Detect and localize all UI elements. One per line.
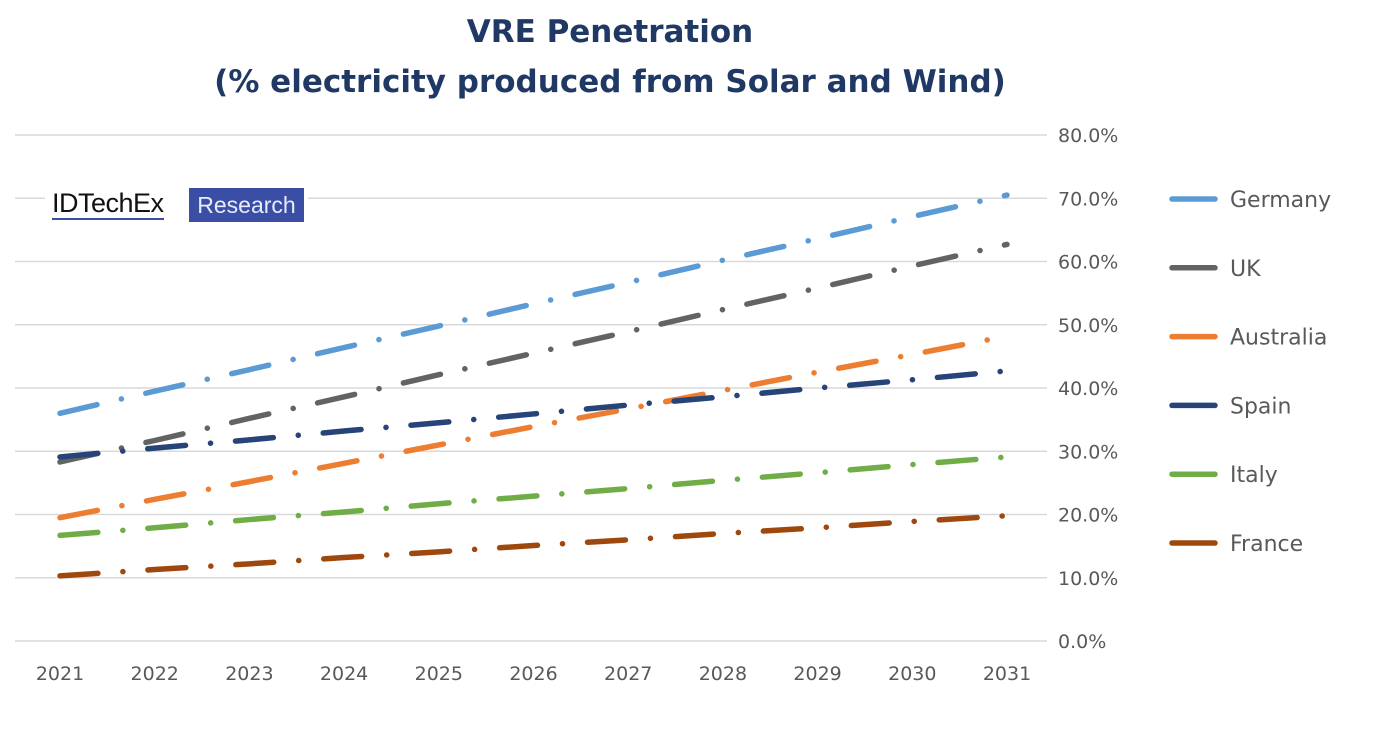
idtechex-logo: IDTechEx Research (45, 184, 308, 228)
legend-label: Spain (1230, 394, 1291, 419)
y-tick-label: 20.0% (1058, 505, 1118, 527)
x-tick-label: 2022 (131, 663, 179, 685)
y-tick-label: 80.0% (1058, 125, 1118, 147)
x-tick-label: 2021 (36, 663, 84, 685)
y-tick-label: 60.0% (1058, 252, 1118, 274)
y-tick-label: 0.0% (1058, 631, 1106, 653)
logo-brand: IDTechEx (52, 188, 164, 220)
chart-subtitle: (% electricity produced from Solar and W… (214, 64, 1006, 100)
y-tick-label: 50.0% (1058, 315, 1118, 337)
series-line-germany (57, 192, 1010, 417)
chart-title: VRE Penetration (466, 14, 754, 50)
legend-label: France (1230, 532, 1303, 557)
legend-label: UK (1230, 257, 1261, 282)
legend-label: Germany (1230, 188, 1331, 213)
x-tick-label: 2025 (415, 663, 463, 685)
x-tick-label: 2024 (320, 663, 368, 685)
y-tick-label: 10.0% (1058, 568, 1118, 590)
series-line-australia (57, 333, 1010, 521)
y-tick-label: 70.0% (1058, 188, 1118, 210)
series-line-uk (57, 241, 1010, 465)
series-line-spain (57, 368, 1010, 460)
x-tick-label: 2023 (225, 663, 273, 685)
x-tick-label: 2027 (604, 663, 652, 685)
legend-label: Australia (1230, 326, 1327, 351)
legend-label: Italy (1230, 463, 1278, 488)
y-tick-label: 30.0% (1058, 441, 1118, 463)
x-tick-label: 2026 (509, 663, 557, 685)
series-line-france (57, 513, 1010, 579)
y-tick-label: 40.0% (1058, 378, 1118, 400)
x-tick-label: 2029 (793, 663, 841, 685)
x-tick-label: 2028 (699, 663, 747, 685)
x-tick-label: 2031 (983, 663, 1031, 685)
series-line-italy (57, 454, 1010, 539)
logo-research-tag: Research (189, 188, 304, 222)
x-tick-label: 2030 (888, 663, 936, 685)
